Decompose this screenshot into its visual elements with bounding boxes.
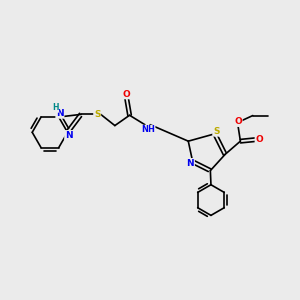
Text: NH: NH	[141, 125, 155, 134]
Text: N: N	[187, 159, 194, 168]
Text: O: O	[123, 90, 130, 99]
Text: S: S	[213, 127, 220, 136]
Text: S: S	[94, 110, 101, 119]
Text: O: O	[234, 117, 242, 126]
Text: O: O	[255, 135, 263, 144]
Text: H: H	[52, 103, 59, 112]
Text: N: N	[56, 109, 64, 118]
Text: N: N	[65, 131, 73, 140]
